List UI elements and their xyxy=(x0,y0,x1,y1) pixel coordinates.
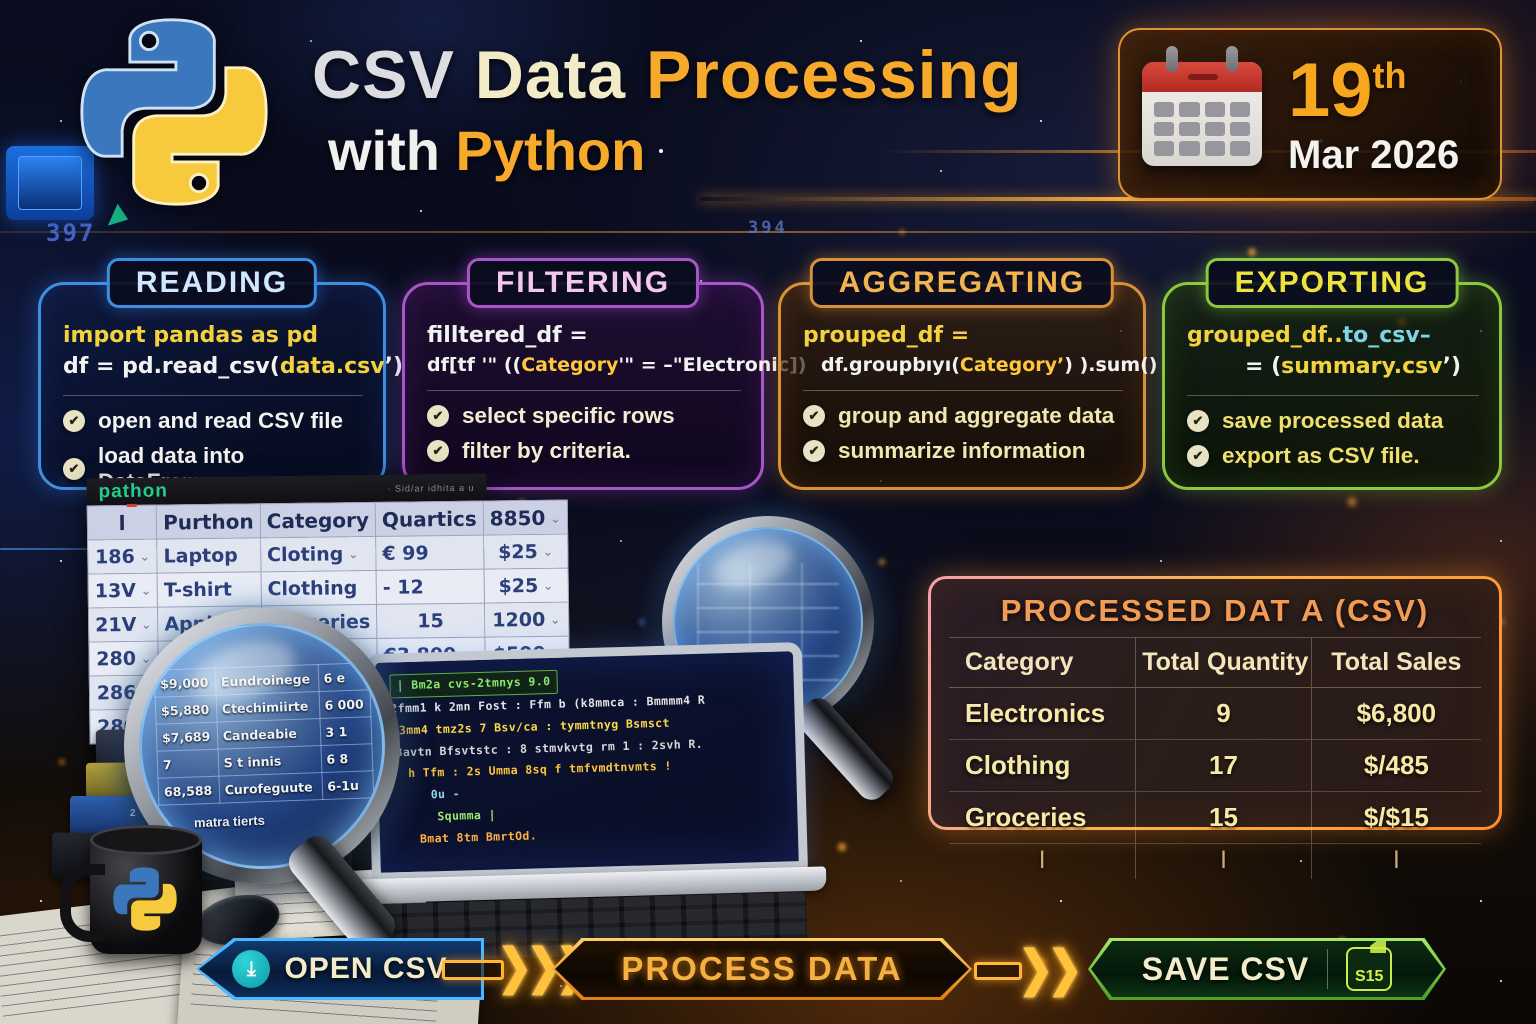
title-python: Python xyxy=(455,119,646,182)
divider xyxy=(427,390,741,392)
check-icon xyxy=(803,440,825,463)
bullet-item: open and read CSV file xyxy=(63,408,365,434)
python-logo-icon xyxy=(80,18,268,206)
spreadsheet-title: pathon xyxy=(98,479,168,502)
check-icon xyxy=(427,440,449,463)
check-icon xyxy=(1187,409,1209,432)
check-icon xyxy=(803,405,825,428)
panel-aggregating-title: AGGREGATING xyxy=(809,258,1115,308)
panel-exporting: EXPORTING grouped_df..to_csv– = (summary… xyxy=(1162,258,1502,490)
open-csv-button[interactable]: OPEN CSV xyxy=(196,938,484,1000)
divider xyxy=(1187,394,1479,396)
process-data-button[interactable]: PROCESS DATA xyxy=(552,938,972,1000)
bokeh-lights xyxy=(0,0,4,4)
exporting-code: grouped_df..to_csv– = (summary.csv’) xyxy=(1187,323,1462,379)
open-csv-icon xyxy=(232,950,271,988)
processed-data-table: Category Total Quantity Total Sales Elec… xyxy=(949,638,1481,879)
title-processing: Processing xyxy=(646,37,1023,113)
save-file-icon: S15 xyxy=(1346,947,1393,991)
check-icon xyxy=(63,457,85,480)
title-with: with xyxy=(328,119,440,182)
filtering-code: filltered_df = df[tf '" ((Category'" = –… xyxy=(427,323,807,376)
spreadsheet-titlebar-hint: · Sid/ar idhita a u xyxy=(387,482,475,494)
date-text: 19th Mar 2026 xyxy=(1288,53,1460,177)
arrow-chevrons-icon xyxy=(1018,940,1076,996)
title-data: Data xyxy=(474,37,627,113)
bullet-item: select specific rows xyxy=(427,403,743,429)
date-day: 19 xyxy=(1288,48,1373,133)
faint-number: 397 xyxy=(46,219,96,247)
processed-data-title: PROCESSED DAT A (CSV) xyxy=(949,589,1481,638)
divider xyxy=(803,390,1123,392)
process-data-label: PROCESS DATA xyxy=(621,950,903,987)
panel-reading-title: READING xyxy=(106,258,318,308)
panel-reading: READING import pandas as pd df = pd.read… xyxy=(38,258,404,494)
light-streak xyxy=(0,231,1536,233)
bullet-item: save processed data xyxy=(1187,408,1481,434)
cursor-decoration xyxy=(107,203,133,233)
laptop-screen: | Bm2a cvs-2tmnys 9.0 2fmm1 k 2mn Fost :… xyxy=(365,641,808,883)
save-csv-button[interactable]: SAVE CSV S15 xyxy=(1088,938,1446,1000)
title-csv: CSV xyxy=(312,37,455,113)
processed-data-card: PROCESSED DAT A (CSV) Category Total Qua… xyxy=(928,576,1502,879)
page-title: CSV Data Processing xyxy=(312,36,1023,114)
magnified-footer: matra tierts xyxy=(193,812,266,831)
calendar-icon xyxy=(1142,46,1262,166)
flow-connector xyxy=(442,960,504,980)
bullet-item: group and aggregate data xyxy=(803,403,1125,429)
python-logo-icon xyxy=(113,867,177,931)
check-icon xyxy=(427,405,449,428)
panel-filtering-title: FILTERING xyxy=(466,258,700,308)
divider xyxy=(1327,949,1329,989)
check-icon xyxy=(63,409,85,432)
aggregating-code: prouped_df = df.groupbıyı(Category’) ).s… xyxy=(803,323,1158,376)
open-csv-label: OPEN CSV xyxy=(284,952,448,985)
date-suffix: th xyxy=(1372,55,1407,96)
date-month-year: Mar 2026 xyxy=(1288,133,1460,177)
page-subtitle: with Python xyxy=(328,118,645,183)
flow-connector xyxy=(974,962,1022,980)
save-csv-label: SAVE CSV xyxy=(1141,950,1310,987)
reading-code: import pandas as pd df = pd.read_csv(dat… xyxy=(63,323,404,379)
laptop: | Bm2a cvs-2tmnys 9.0 2fmm1 k 2mn Fost :… xyxy=(348,641,828,962)
divider xyxy=(63,394,363,396)
date-card: 19th Mar 2026 xyxy=(1118,28,1502,200)
bullet-item: summarize information xyxy=(803,438,1125,464)
panel-filtering: FILTERING filltered_df = df[tf '" ((Cate… xyxy=(402,258,807,490)
panel-exporting-title: EXPORTING xyxy=(1205,258,1459,308)
faint-number: 394 xyxy=(748,218,788,238)
bullet-item: filter by criteria. xyxy=(427,438,743,464)
coffee-mug xyxy=(60,825,202,954)
check-icon xyxy=(1187,444,1209,467)
monitor-icon xyxy=(6,146,94,220)
panel-aggregating: AGGREGATING prouped_df = df.groupbıyı(Ca… xyxy=(778,258,1158,490)
bullet-item: export as CSV file. xyxy=(1187,443,1481,469)
